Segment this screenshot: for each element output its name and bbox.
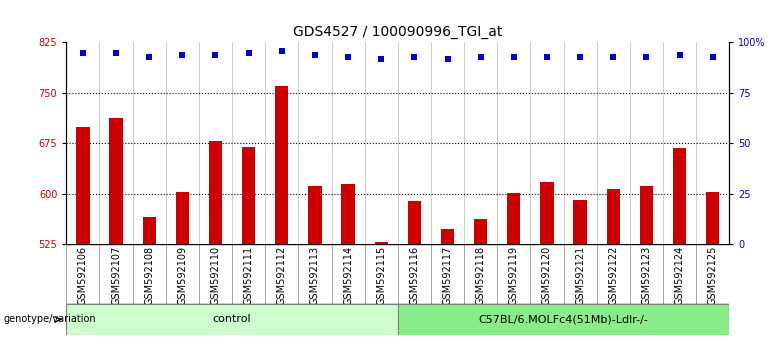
Bar [474,219,488,244]
Bar [143,217,156,244]
Text: GSM592109: GSM592109 [177,246,187,305]
Bar [398,304,729,335]
Point [176,52,189,57]
Point [309,52,321,57]
Text: GSM592115: GSM592115 [376,246,386,305]
Text: C57BL/6.MOLFc4(51Mb)-Ldlr-/-: C57BL/6.MOLFc4(51Mb)-Ldlr-/- [479,314,648,325]
Text: GSM592108: GSM592108 [144,246,154,305]
Bar [275,86,289,244]
Bar [507,193,520,244]
Text: GSM592125: GSM592125 [707,246,718,306]
Text: GSM592116: GSM592116 [410,246,420,305]
Text: GSM592122: GSM592122 [608,246,619,306]
Bar [441,229,454,244]
Bar [66,304,398,335]
Point [474,54,487,59]
Bar [109,119,122,244]
Text: GSM592107: GSM592107 [111,246,121,305]
Bar [76,127,90,244]
Text: GSM592118: GSM592118 [476,246,486,305]
Text: GSM592106: GSM592106 [78,246,88,305]
Bar [242,147,255,244]
Bar [573,200,587,244]
Bar [408,200,421,244]
Text: GSM592119: GSM592119 [509,246,519,305]
Text: GSM592120: GSM592120 [542,246,552,305]
Point [508,54,520,59]
Text: GSM592112: GSM592112 [277,246,287,305]
Text: GSM592124: GSM592124 [675,246,685,305]
Bar [541,182,554,244]
Text: GSM592117: GSM592117 [442,246,452,305]
Point [640,54,653,59]
Bar [308,186,321,244]
Bar [640,186,653,244]
Point [707,54,719,59]
Point [408,54,420,59]
Point [110,50,122,56]
Text: GSM592114: GSM592114 [343,246,353,305]
Text: GSM592110: GSM592110 [211,246,221,305]
Title: GDS4527 / 100090996_TGI_at: GDS4527 / 100090996_TGI_at [293,25,502,39]
Bar [209,141,222,244]
Text: GSM592113: GSM592113 [310,246,320,305]
Text: GSM592123: GSM592123 [641,246,651,305]
Point [342,54,354,59]
Bar [374,242,388,244]
Text: GSM592111: GSM592111 [243,246,254,305]
Text: genotype/variation: genotype/variation [4,314,97,325]
Point [275,48,288,53]
Point [574,54,587,59]
Bar [176,192,189,244]
Text: GSM592121: GSM592121 [575,246,585,305]
Point [673,52,686,57]
Point [541,54,553,59]
Point [243,50,255,56]
Point [143,54,155,59]
Point [607,54,619,59]
Bar [607,189,620,244]
Bar [673,148,686,244]
Point [76,50,89,56]
Point [441,56,454,62]
Text: control: control [213,314,251,325]
Bar [706,192,719,244]
Bar [342,184,355,244]
Point [209,52,222,57]
Point [375,56,388,62]
